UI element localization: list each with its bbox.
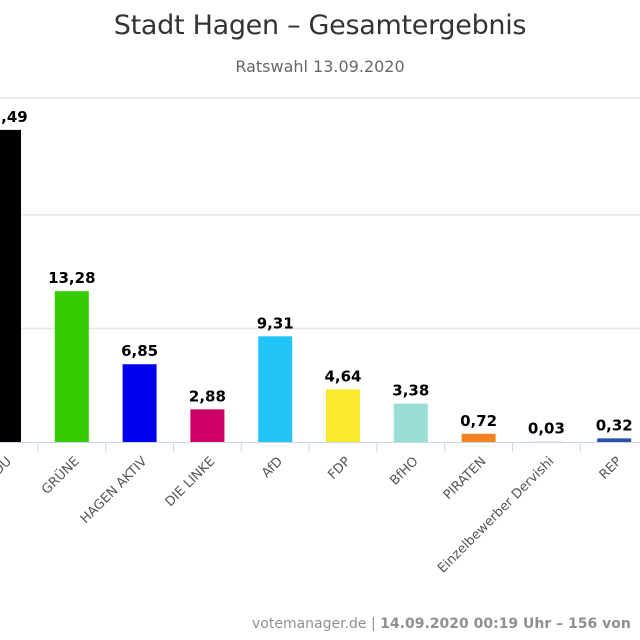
category-label: DIE LINKE [163, 454, 219, 510]
bar-gr-ne [54, 291, 89, 442]
category-label: GRÜNE [38, 453, 83, 498]
category-label: PIRATEN [441, 454, 490, 503]
bar-cdu [0, 129, 21, 442]
x-axis [0, 442, 640, 452]
bar-piraten [461, 433, 496, 442]
value-label: 9,31 [257, 314, 294, 332]
footer-source-link[interactable]: votemanager.de [252, 616, 367, 632]
footer-timestamp: 14.09.2020 00:19 Uhr – 156 von [380, 616, 631, 632]
value-label: 0,72 [460, 412, 497, 430]
value-label: 27,49 [0, 108, 28, 126]
bar-rep [597, 438, 632, 442]
chart-title: Stadt Hagen – Gesamtergebnis [113, 10, 527, 41]
bars [0, 129, 632, 442]
value-label: 6,85 [121, 342, 158, 360]
category-label: CDU [0, 454, 15, 485]
footer-separator: | [366, 616, 381, 632]
bar-hagen-aktiv [122, 364, 157, 442]
value-label: 0,03 [528, 420, 565, 438]
footer: votemanager.de | 14.09.2020 00:19 Uhr – … [252, 616, 631, 632]
category-label: BfHO [387, 454, 421, 488]
bar-bfho [393, 403, 428, 442]
value-label: 3,38 [392, 382, 429, 400]
category-label: Einzelbewerber Dervishi [435, 454, 557, 576]
chart-subtitle: Ratswahl 13.09.2020 [235, 57, 405, 76]
value-labels: 27,49 13,28 6,85 2,88 9,31 4,64 3,38 0,72 0,03 0,… [0, 108, 633, 438]
value-label: 4,64 [324, 367, 361, 385]
bar-afd [258, 336, 293, 442]
category-label: REP [597, 454, 625, 482]
value-label: 13,28 [48, 269, 95, 287]
category-label: FDP [325, 454, 354, 483]
gridlines [0, 97, 640, 330]
bar-fdp [326, 389, 360, 442]
value-label: 0,32 [596, 416, 633, 434]
value-label: 2,88 [189, 387, 226, 405]
category-label: HAGEN AKTIV [78, 454, 151, 527]
category-label: AfD [259, 454, 286, 481]
bar-die-linke [190, 409, 225, 442]
